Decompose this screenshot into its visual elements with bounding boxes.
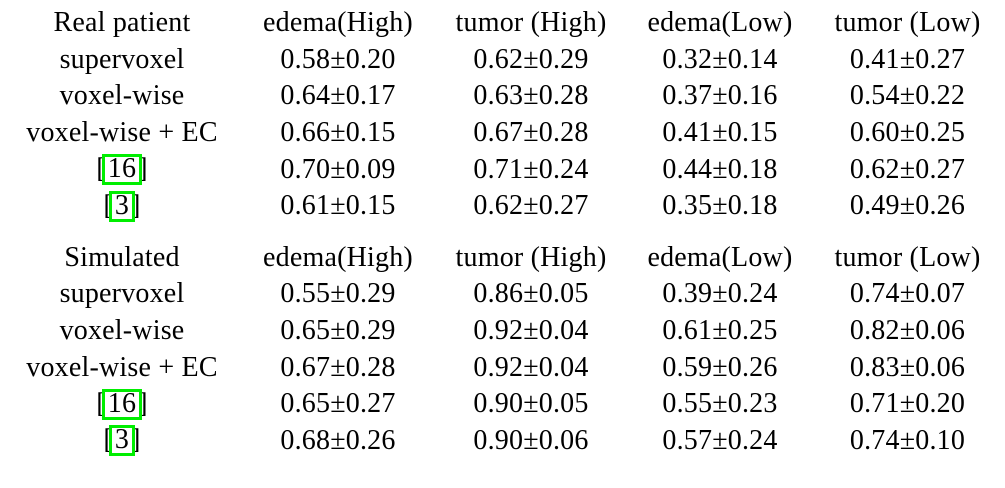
row-label-citation: [16] [0, 386, 244, 423]
bracket-open: [ [96, 387, 106, 419]
column-header-tumor-high: tumor (High) [455, 7, 607, 39]
value-cell: 0.44±0.18 [662, 153, 778, 185]
value-cell: 0.62±0.27 [849, 153, 966, 185]
row-label: voxel-wise + EC [26, 117, 218, 149]
row-label: supervoxel [59, 43, 185, 75]
value-cell: 0.86±0.05 [473, 278, 589, 310]
results-table: Real patient edema(High) tumor (High) ed… [0, 5, 1005, 460]
bracket-close: ] [131, 189, 141, 221]
row-label: supervoxel [59, 278, 185, 310]
value-cell: 0.82±0.06 [849, 315, 966, 347]
row-label-citation: [3] [0, 188, 244, 225]
bracket-close: ] [131, 424, 141, 456]
value-cell: 0.57±0.24 [662, 424, 778, 456]
section-title: Simulated [64, 241, 180, 273]
value-cell: 0.65±0.29 [280, 315, 396, 347]
value-cell: 0.37±0.16 [662, 80, 778, 112]
value-cell: 0.74±0.07 [849, 278, 966, 310]
value-cell: 0.70±0.09 [280, 153, 396, 185]
value-cell: 0.71±0.20 [849, 388, 966, 420]
value-cell: 0.63±0.28 [473, 80, 589, 112]
value-cell: 0.67±0.28 [473, 117, 589, 149]
citation-link-16[interactable]: [16] [96, 153, 148, 186]
column-header-tumor-low: tumor (Low) [834, 7, 981, 39]
citation-link-3[interactable]: [3] [103, 189, 141, 222]
row-label-citation: [16] [0, 151, 244, 188]
value-cell: 0.65±0.27 [280, 388, 396, 420]
value-cell: 0.64±0.17 [280, 80, 396, 112]
value-cell: 0.62±0.29 [473, 43, 589, 75]
bracket-open: [ [103, 189, 113, 221]
citation-number: 3 [108, 425, 136, 457]
value-cell: 0.92±0.04 [473, 351, 589, 383]
value-cell: 0.60±0.25 [849, 117, 966, 149]
value-cell: 0.58±0.20 [280, 43, 396, 75]
value-cell: 0.66±0.15 [280, 117, 396, 149]
section-title: Real patient [53, 7, 191, 39]
value-cell: 0.39±0.24 [662, 278, 778, 310]
bracket-close: ] [138, 387, 148, 419]
column-header-edema-low: edema(Low) [647, 7, 793, 39]
value-cell: 0.67±0.28 [280, 351, 396, 383]
column-header-tumor-high: tumor (High) [455, 241, 607, 273]
citation-link-3[interactable]: [3] [103, 424, 141, 457]
column-header-edema-high: edema(High) [263, 7, 413, 39]
value-cell: 0.71±0.24 [473, 153, 589, 185]
value-cell: 0.90±0.06 [473, 424, 589, 456]
column-header-edema-high: edema(High) [263, 241, 413, 273]
column-header-edema-low: edema(Low) [647, 241, 793, 273]
row-label-citation: [3] [0, 423, 244, 460]
column-header-tumor-low: tumor (Low) [834, 241, 981, 273]
bracket-open: [ [96, 153, 106, 185]
value-cell: 0.41±0.15 [662, 117, 778, 149]
value-cell: 0.54±0.22 [849, 80, 966, 112]
citation-link-16[interactable]: [16] [96, 387, 148, 420]
value-cell: 0.92±0.04 [473, 315, 589, 347]
row-label: voxel-wise [59, 315, 185, 347]
value-cell: 0.41±0.27 [849, 43, 966, 75]
citation-number: 16 [101, 154, 143, 186]
value-cell: 0.90±0.05 [473, 388, 589, 420]
real-patient-table: Real patient edema(High) tumor (High) ed… [0, 5, 1005, 225]
simulated-table: Simulated edema(High) tumor (High) edema… [0, 240, 1005, 460]
value-cell: 0.61±0.15 [280, 190, 396, 222]
citation-number: 16 [101, 388, 143, 420]
bracket-open: [ [103, 424, 113, 456]
citation-number: 3 [108, 190, 136, 222]
value-cell: 0.61±0.25 [662, 315, 778, 347]
value-cell: 0.68±0.26 [280, 424, 396, 456]
bracket-close: ] [138, 153, 148, 185]
row-label: voxel-wise + EC [26, 351, 218, 383]
value-cell: 0.62±0.27 [473, 190, 589, 222]
value-cell: 0.55±0.23 [662, 388, 778, 420]
row-label: voxel-wise [59, 80, 185, 112]
value-cell: 0.49±0.26 [849, 190, 966, 222]
value-cell: 0.74±0.10 [849, 424, 966, 456]
value-cell: 0.35±0.18 [662, 190, 778, 222]
value-cell: 0.59±0.26 [662, 351, 778, 383]
value-cell: 0.32±0.14 [662, 43, 778, 75]
value-cell: 0.83±0.06 [849, 351, 966, 383]
value-cell: 0.55±0.29 [280, 278, 396, 310]
